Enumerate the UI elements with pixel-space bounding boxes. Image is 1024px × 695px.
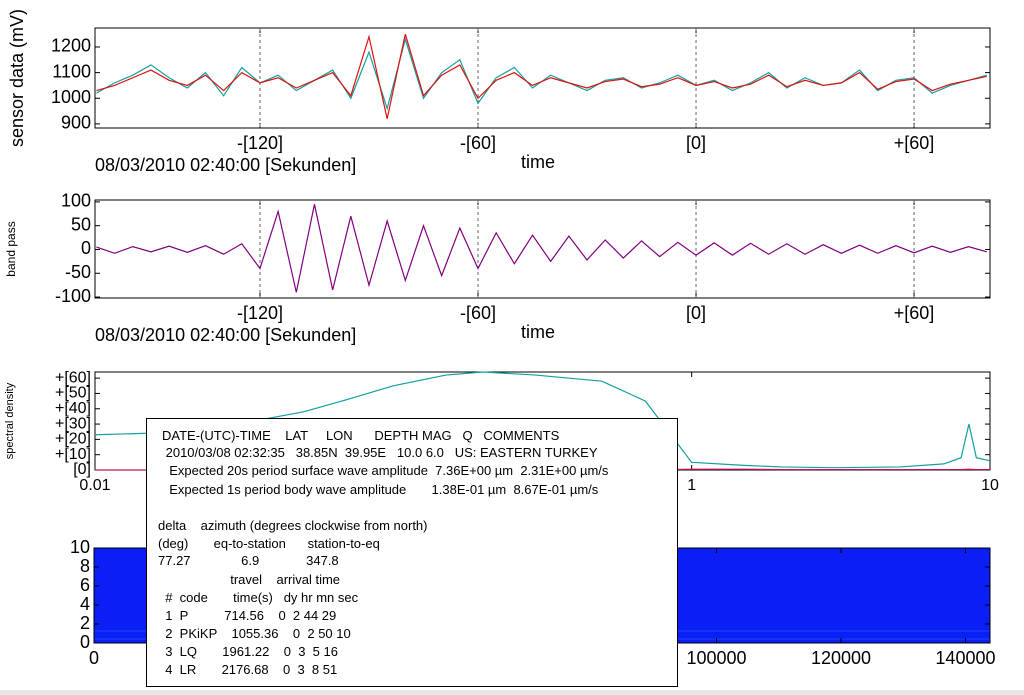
x-tick-label: 140000 [935, 648, 995, 668]
info-line: 3 LQ 1961.22 0 3 5 16 [158, 644, 338, 659]
series-line [96, 37, 987, 111]
x-tick-label: 100000 [686, 648, 746, 668]
y-tick-label: [0] [73, 461, 91, 478]
x-tick-label: 120000 [811, 648, 871, 668]
timestamp: 08/03/2010 02:40:00 [Sekunden] [95, 325, 356, 345]
timestamp: 08/03/2010 02:40:00 [Sekunden] [95, 155, 356, 175]
info-line: 4 LR 2176.68 0 3 8 51 [158, 662, 338, 677]
info-box: DATE-(UTC)-TIME LAT LON DEPTH MAG Q COMM… [146, 418, 678, 687]
info-line: 2 PKiKP 1055.36 0 2 50 10 [158, 626, 351, 641]
x-tick-label: -[60] [460, 303, 496, 323]
y-tick-label: 900 [61, 113, 91, 133]
x-tick-label: +[60] [894, 133, 935, 153]
info-line: 1 P 714.56 0 2 44 29 [158, 608, 337, 623]
y-tick-label: 8 [80, 556, 90, 576]
x-tick-label: [0] [686, 303, 706, 323]
y-axis-label: sensor data (mV) [7, 9, 27, 147]
y-tick-label: +[60] [55, 369, 91, 386]
y-tick-label: +[10] [55, 446, 91, 463]
series-line [96, 204, 987, 293]
y-tick-label: 4 [80, 594, 90, 614]
y-tick-label: +[50] [55, 385, 91, 402]
x-tick-label: -[60] [460, 133, 496, 153]
y-tick-label: -100 [55, 286, 91, 306]
series-line [94, 371, 991, 469]
x-tick-label: -[120] [237, 133, 283, 153]
y-tick-label: +[30] [55, 415, 91, 432]
info-line: (deg) eq-to-station station-to-eq [158, 536, 380, 551]
x-tick-label: 0 [89, 648, 99, 668]
info-line: # code time(s) dy hr mn sec [158, 590, 359, 605]
info-line: Expected 1s period body wave amplitude 1… [162, 482, 599, 497]
x-tick-label: 10 [981, 477, 999, 494]
y-tick-label: 0 [80, 632, 90, 652]
info-line: delta azimuth (degrees clockwise from no… [158, 518, 428, 533]
x-tick-label: [0] [686, 133, 706, 153]
x-axis-label: time [521, 322, 555, 342]
y-tick-label: 2 [80, 613, 90, 633]
bottom-strip [0, 690, 1024, 695]
y-tick-label: 0 [81, 238, 91, 258]
y-tick-label: +[20] [55, 431, 91, 448]
y-tick-label: 1000 [51, 87, 91, 107]
x-tick-label: +[60] [894, 303, 935, 323]
x-tick-label: -[120] [237, 303, 283, 323]
x-tick-label: 0.01 [79, 477, 110, 494]
y-tick-label: +[40] [55, 400, 91, 417]
info-line: travel arrival time [158, 572, 341, 587]
series-line [96, 33, 987, 119]
info-line: Expected 20s period surface wave amplitu… [162, 463, 609, 478]
info-line: 77.27 6.9 347.8 [158, 553, 339, 568]
y-axis-label: band pass [4, 221, 18, 276]
y-tick-label: 6 [80, 575, 90, 595]
y-tick-label: 1100 [52, 61, 91, 81]
info-line: 2010/03/08 02:32:35 38.85N 39.95E 10.0 6… [162, 445, 598, 460]
y-tick-label: -50 [65, 262, 91, 282]
y-axis-label: spectral density [4, 382, 16, 459]
x-axis-label: time [521, 152, 555, 172]
info-line: DATE-(UTC)-TIME LAT LON DEPTH MAG Q COMM… [162, 428, 560, 443]
y-tick-label: 100 [61, 191, 91, 211]
y-tick-label: 10 [70, 537, 90, 557]
y-tick-label: 50 [71, 214, 91, 234]
x-tick-label: 1 [687, 477, 696, 494]
y-tick-label: 1200 [51, 36, 91, 56]
plot-frame [94, 27, 991, 129]
